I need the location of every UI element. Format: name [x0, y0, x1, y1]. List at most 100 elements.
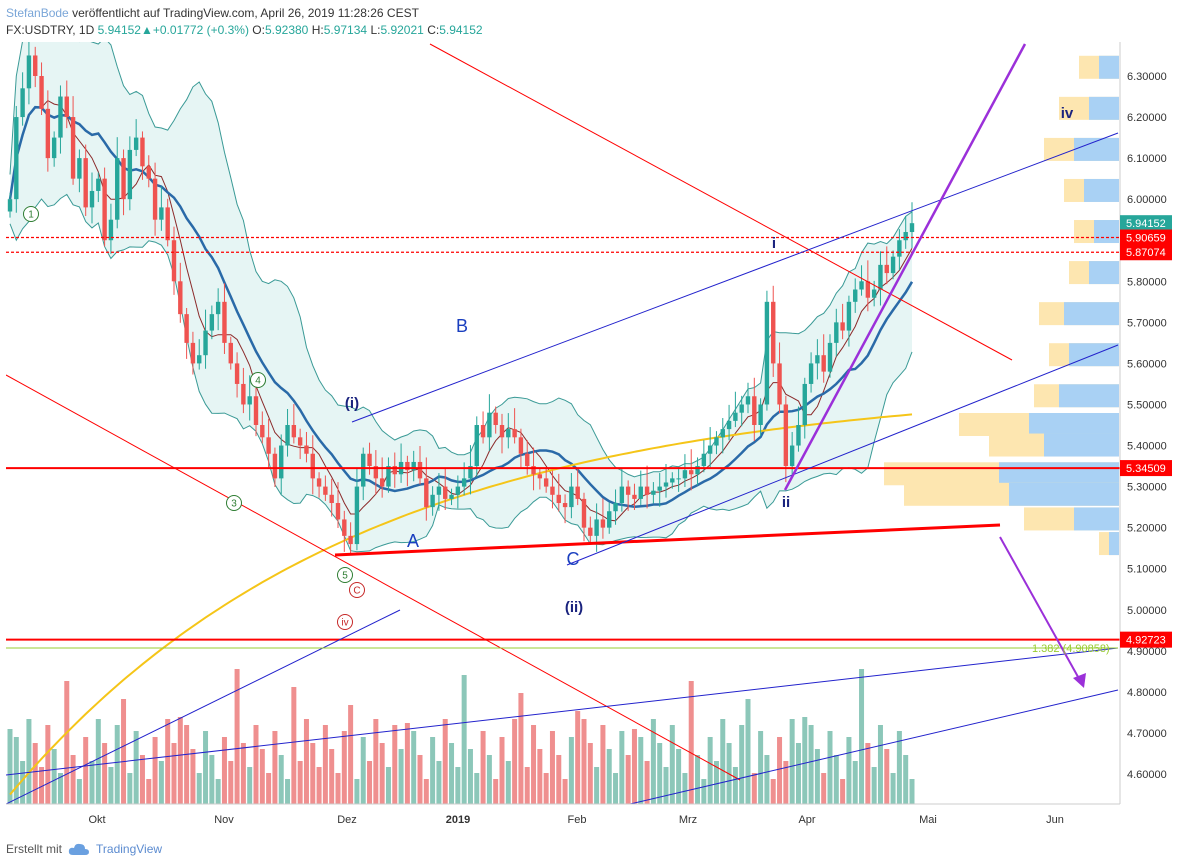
candle-body [96, 178, 101, 191]
time-tick: Mai [919, 814, 937, 826]
candle-body [506, 429, 511, 438]
volume-bar [789, 719, 795, 804]
candle-body [701, 453, 707, 467]
volume-bar [7, 729, 13, 804]
price-tick: 4.70000 [1127, 728, 1167, 740]
volume-bar [158, 761, 164, 804]
volume-bar [682, 773, 688, 804]
volume-bar [833, 755, 839, 804]
price-tick: 5.40000 [1127, 441, 1167, 453]
candle-body [348, 535, 353, 545]
candle-body [733, 412, 738, 421]
wave-label-circle [349, 582, 365, 598]
volume-bar [795, 743, 801, 804]
volume-bar [272, 731, 278, 804]
volume-bar [76, 779, 82, 804]
time-axis[interactable]: Okt Nov Dez 2019 Feb Mrz Apr Mai Jun [6, 803, 1120, 826]
candle-body [89, 190, 95, 208]
close-value: 5.94152 [439, 23, 483, 37]
volume-bar [549, 731, 555, 804]
symbol-label[interactable]: FX:USDTRY, 1D [6, 23, 95, 37]
moving-average-mid [8, 105, 914, 509]
volume-bar [669, 725, 675, 804]
fib-label: 1.382 (4.90858) [1032, 643, 1110, 655]
price-tick: 5.50000 [1127, 399, 1167, 411]
candle-body [443, 486, 448, 499]
candle-body [890, 256, 896, 274]
price-tick: 5.80000 [1127, 276, 1167, 288]
price-tick: 4.90000 [1127, 646, 1167, 658]
candle-body [834, 322, 839, 343]
candle-body [329, 494, 334, 504]
volume-bar [846, 737, 852, 804]
volume-bar [45, 725, 51, 804]
volume-bar [379, 743, 385, 804]
volume-bar [322, 725, 328, 804]
candle-body [335, 503, 341, 520]
candle-body [291, 425, 297, 438]
time-tick: Nov [214, 814, 234, 826]
volume-bar [587, 743, 593, 804]
volume-bar [127, 773, 133, 804]
candle-body [777, 363, 782, 405]
volume-bar [676, 749, 682, 804]
candle-body [7, 199, 13, 212]
volume-bar [562, 779, 568, 804]
candle-body [758, 404, 763, 425]
candle-body [619, 486, 625, 504]
volume-bar [814, 749, 820, 804]
candle-body [405, 461, 410, 471]
candle-body [70, 117, 76, 179]
candle-body [430, 494, 435, 508]
candle-body [487, 412, 492, 438]
candle-body [695, 466, 700, 475]
last-price: 5.94152 [97, 23, 141, 37]
volume-bar [411, 731, 417, 804]
support-line-thick [334, 523, 1001, 557]
volume-bar [39, 767, 45, 804]
candle-body [644, 486, 650, 495]
candle-body [367, 453, 372, 467]
candle-body [846, 301, 852, 331]
volume-bar [240, 743, 246, 804]
candle-body [108, 219, 114, 241]
volume-bar [903, 755, 909, 804]
candle-body [285, 425, 290, 446]
volume-bar [474, 773, 480, 804]
volume-bar [171, 743, 177, 804]
time-tick: Dez [337, 814, 357, 826]
volume-profile-bar [1074, 137, 1119, 161]
candle-body [815, 355, 820, 364]
candle-body [897, 240, 902, 257]
volume-bar [631, 729, 637, 804]
candle-body [33, 55, 38, 76]
volume-bar [802, 717, 808, 804]
candle-body [625, 486, 631, 495]
candle-body [45, 108, 51, 159]
author-name[interactable]: StefanBode [6, 6, 69, 20]
candle-body [127, 149, 133, 200]
candle-body [638, 486, 643, 499]
volume-bar [26, 719, 32, 804]
volume-bar [417, 755, 423, 804]
wave-label: (i) [345, 395, 359, 412]
price-axis[interactable]: 6.300006.200006.100006.000005.900005.800… [1119, 42, 1167, 804]
volume-bar [707, 737, 713, 804]
tradingview-brand[interactable]: TradingView [96, 842, 163, 856]
channel-bottom [629, 689, 1119, 804]
candle-body [657, 486, 662, 491]
volume-bar [51, 749, 57, 804]
price-tick: 5.20000 [1127, 523, 1167, 535]
volume-bar [436, 761, 442, 804]
volume-bar [650, 719, 656, 804]
candle-body [707, 445, 713, 454]
wave-label-circle [226, 495, 242, 511]
channel-upper [351, 132, 1119, 423]
candle-body [752, 396, 757, 425]
volume-bar [606, 749, 612, 804]
volume-bar [297, 761, 303, 804]
candle-body [512, 429, 517, 438]
volume-bar [518, 693, 524, 804]
